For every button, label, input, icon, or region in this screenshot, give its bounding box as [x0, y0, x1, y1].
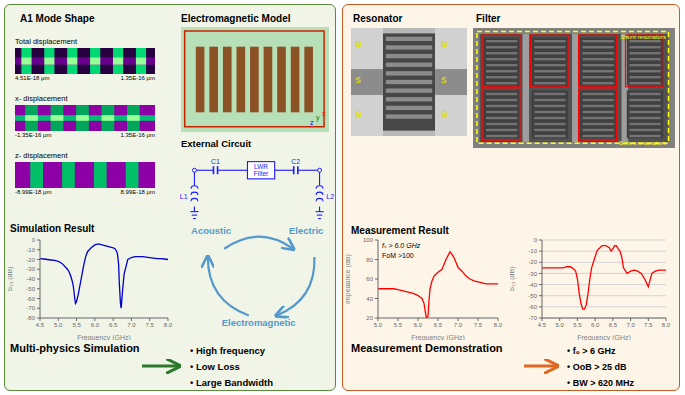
svg-text:8.0: 8.0 — [494, 322, 503, 328]
svg-text:5.0: 5.0 — [54, 322, 63, 328]
html-text:Total displacement: Total displacement — [15, 37, 78, 46]
html-text:External Circuit: External Circuit — [181, 138, 252, 149]
svg-text:6.0: 6.0 — [591, 322, 600, 328]
svg-text:4.5: 4.5 — [36, 322, 45, 328]
svg-text:5.5: 5.5 — [573, 322, 582, 328]
svg-text:7.5: 7.5 — [644, 322, 653, 328]
svg-text:-70: -70 — [26, 305, 35, 311]
html-text:x: x — [322, 110, 326, 117]
html-text:4.51E-18 μm: 4.51E-18 μm — [15, 75, 50, 81]
svg-text:Electromagnetic: Electromagnetic — [222, 317, 296, 328]
svg-text:0: 0 — [534, 237, 538, 243]
html-text:z: z — [310, 119, 314, 126]
svg-text:40: 40 — [366, 296, 373, 302]
html-text:FoM >100: FoM >100 — [382, 252, 414, 259]
svg-text:C2: C2 — [291, 158, 300, 165]
svg-text:-30: -30 — [528, 271, 537, 277]
svg-text:Acoustic: Acoustic — [191, 225, 231, 236]
html-text:Shunt resonators: Shunt resonators — [620, 34, 666, 40]
html-text:Simulation Result: Simulation Result — [10, 223, 95, 234]
html-text:• Large Bandwidth: • Large Bandwidth — [190, 377, 273, 388]
svg-text:-10: -10 — [26, 247, 35, 253]
html-text:• Low Loss: • Low Loss — [190, 361, 240, 372]
html-text:Filter: Filter — [476, 13, 501, 24]
html-text:Measurement Result: Measurement Result — [351, 225, 449, 236]
html-text:S: S — [355, 74, 361, 85]
svg-text:-20: -20 — [528, 259, 537, 265]
html-text:x- displacement: x- displacement — [15, 94, 68, 103]
svg-text:60: 60 — [366, 276, 373, 282]
svg-text:-70: -70 — [528, 315, 537, 321]
html-text:Series resonators: Series resonators — [618, 139, 666, 146]
html-text:G: G — [355, 38, 362, 49]
svg-text:5.5: 5.5 — [394, 322, 403, 328]
html-text:G: G — [440, 38, 448, 49]
svg-text:-20: -20 — [26, 257, 35, 263]
svg-text:S₂₁ (dB): S₂₁ (dB) — [8, 267, 14, 292]
svg-text:7.0: 7.0 — [454, 322, 463, 328]
html-text:• f₀ > 6 GHz: • f₀ > 6 GHz — [567, 346, 616, 356]
html-text:• OoB > 25 dB: • OoB > 25 dB — [567, 362, 627, 372]
html-text:Measurement Demonstration: Measurement Demonstration — [351, 342, 503, 354]
svg-text:6.5: 6.5 — [609, 322, 618, 328]
svg-text:8.0: 8.0 — [164, 322, 173, 328]
svg-text:7.5: 7.5 — [146, 322, 155, 328]
svg-text:6.0: 6.0 — [414, 322, 423, 328]
svg-text:Electric: Electric — [289, 225, 323, 236]
svg-text:8.0: 8.0 — [662, 322, 671, 328]
html-text:8.99E-18 μm: 8.99E-18 μm — [120, 189, 155, 195]
svg-text:-80: -80 — [26, 315, 35, 321]
svg-text:20: 20 — [366, 315, 373, 321]
svg-text:Frequency (GHz): Frequency (GHz) — [577, 334, 631, 340]
svg-text:6.5: 6.5 — [109, 322, 118, 328]
svg-text:5.5: 5.5 — [72, 322, 81, 328]
svg-text:100: 100 — [363, 237, 374, 243]
html-text:z- displacement: z- displacement — [15, 151, 68, 160]
svg-text:-50: -50 — [528, 293, 537, 299]
html-text:-1.35E-16 μm: -1.35E-16 μm — [15, 132, 52, 138]
html-text:1.35E-16 μm: 1.35E-16 μm — [120, 75, 155, 81]
svg-text:6.5: 6.5 — [434, 322, 443, 328]
html-text:• High frequency: • High frequency — [190, 345, 266, 356]
svg-text:4.5: 4.5 — [538, 322, 547, 328]
html-text:fₛ > 6.0 GHz: fₛ > 6.0 GHz — [382, 242, 421, 249]
svg-text:0: 0 — [32, 237, 36, 243]
svg-text:Frequency (GHz): Frequency (GHz) — [411, 334, 465, 340]
svg-text:S₂₁ (dB): S₂₁ (dB) — [510, 267, 516, 292]
html-text:Resonator: Resonator — [353, 13, 403, 24]
svg-text:-60: -60 — [26, 296, 35, 302]
html-text:Multi-physics Simulation: Multi-physics Simulation — [10, 342, 140, 354]
svg-text:7.0: 7.0 — [127, 322, 136, 328]
svg-text:-40: -40 — [528, 282, 537, 288]
svg-text:6.0: 6.0 — [91, 322, 100, 328]
html-text:A1 Mode Shape: A1 Mode Shape — [20, 13, 95, 24]
svg-text:LWR: LWR — [254, 163, 268, 170]
html-text:G: G — [440, 109, 448, 120]
html-text:G: G — [355, 109, 362, 120]
svg-text:-40: -40 — [26, 276, 35, 282]
html-text:1.35E-16 μm: 1.35E-16 μm — [120, 132, 155, 138]
svg-text:5.0: 5.0 — [556, 322, 565, 328]
svg-text:-10: -10 — [528, 248, 537, 254]
svg-text:-50: -50 — [26, 286, 35, 292]
svg-text:L1: L1 — [180, 193, 188, 200]
svg-text:5.0: 5.0 — [374, 322, 383, 328]
svg-text:-30: -30 — [26, 266, 35, 272]
html-text:Electromagnetic Model: Electromagnetic Model — [181, 13, 291, 24]
svg-text:L2: L2 — [326, 193, 334, 200]
html-text:• BW > 620 MHz: • BW > 620 MHz — [567, 378, 634, 388]
html-text:y: y — [316, 114, 320, 121]
svg-text:-60: -60 — [528, 304, 537, 310]
svg-text:7.5: 7.5 — [474, 322, 483, 328]
svg-text:80: 80 — [366, 257, 373, 263]
html-text:S: S — [440, 74, 447, 85]
html-text:-8.99E-18 μm: -8.99E-18 μm — [15, 189, 52, 195]
svg-text:Impedance (dB): Impedance (dB) — [346, 254, 352, 304]
svg-text:C1: C1 — [211, 158, 220, 165]
svg-text:Frequency (GHz): Frequency (GHz) — [77, 334, 131, 340]
svg-text:7.0: 7.0 — [626, 322, 635, 328]
svg-text:Filter: Filter — [254, 170, 269, 177]
